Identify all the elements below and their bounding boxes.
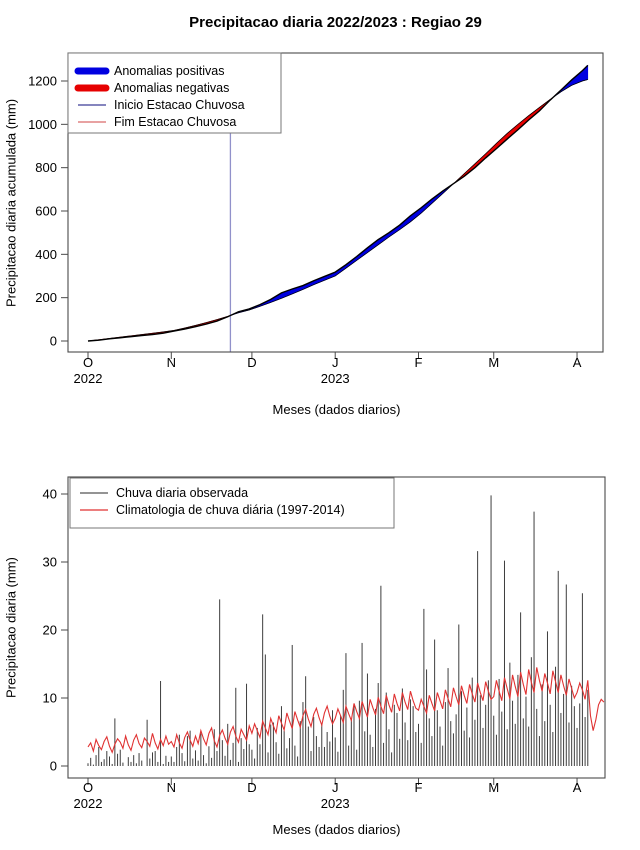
legend-label: Inicio Estacao Chuvosa [114, 98, 245, 112]
legend-box [69, 477, 395, 529]
year-label: 2023 [321, 371, 350, 386]
y-tick-label: 30 [43, 555, 57, 570]
month-tick-label: N [167, 780, 176, 795]
month-tick-label: N [167, 355, 176, 370]
y-tick-label: 0 [50, 334, 57, 349]
year-label: 2022 [74, 796, 103, 811]
y-tick-label: 0 [50, 759, 57, 774]
y-tick-label: 20 [43, 623, 57, 638]
y-tick-label: 200 [35, 290, 57, 305]
month-tick-label: D [247, 355, 256, 370]
legend-label: Chuva diaria observada [116, 486, 248, 500]
month-tick-label: F [415, 780, 423, 795]
negative-anomaly-fill [453, 97, 554, 184]
legend-label: Anomalias positivas [114, 64, 224, 78]
month-tick-label: D [247, 780, 256, 795]
month-tick-label: A [573, 355, 582, 370]
daily-chart-canvas: 0 10 20 30 40 O N D J F M A 2022 2023 Chuva diaria obs… [43, 476, 606, 811]
page-title: Precipitacao diaria 2022/2023 : Regiao 2… [189, 14, 482, 31]
legend-box [67, 52, 282, 134]
month-tick-label: A [573, 780, 582, 795]
y-tick-label: 1000 [28, 117, 57, 132]
legend-label: Fim Estacao Chuvosa [114, 115, 236, 129]
y-tick-label: 400 [35, 247, 57, 262]
daily-x-axis-label: Meses (dados diarios) [272, 822, 401, 837]
month-tick-label: F [415, 355, 423, 370]
climatology-cumulative-line [87, 79, 588, 342]
cumulative-x-axis-label: Meses (dados diarios) [272, 402, 401, 417]
y-tick-label: 600 [35, 204, 57, 219]
y-tick-label: 800 [35, 160, 57, 175]
climatology-line [87, 667, 605, 754]
year-label: 2022 [74, 371, 103, 386]
legend-label: Anomalias negativas [114, 81, 229, 95]
month-tick-label: M [488, 780, 499, 795]
month-tick-label: M [488, 355, 499, 370]
month-tick-label: O [83, 355, 93, 370]
legend-label: Climatologia de chuva diária (1997-2014) [116, 503, 345, 517]
month-tick-label: J [332, 780, 339, 795]
y-tick-label: 40 [43, 487, 57, 502]
plot-frame [67, 52, 604, 353]
y-tick-label: 1200 [28, 74, 57, 89]
year-label: 2023 [321, 796, 350, 811]
month-tick-label: O [83, 780, 93, 795]
rain-bars-group [87, 495, 589, 766]
cumulative-chart-canvas: 0 200 400 600 800 1000 1200 O N D J F M A 2022 2023 Anom… [28, 52, 604, 386]
negative-anomaly-fill [87, 315, 231, 342]
y-tick-label: 10 [43, 691, 57, 706]
positive-anomaly-fill [230, 183, 454, 316]
observed-cumulative-line [87, 64, 589, 342]
month-tick-label: J [332, 355, 339, 370]
plot-frame [67, 476, 606, 779]
